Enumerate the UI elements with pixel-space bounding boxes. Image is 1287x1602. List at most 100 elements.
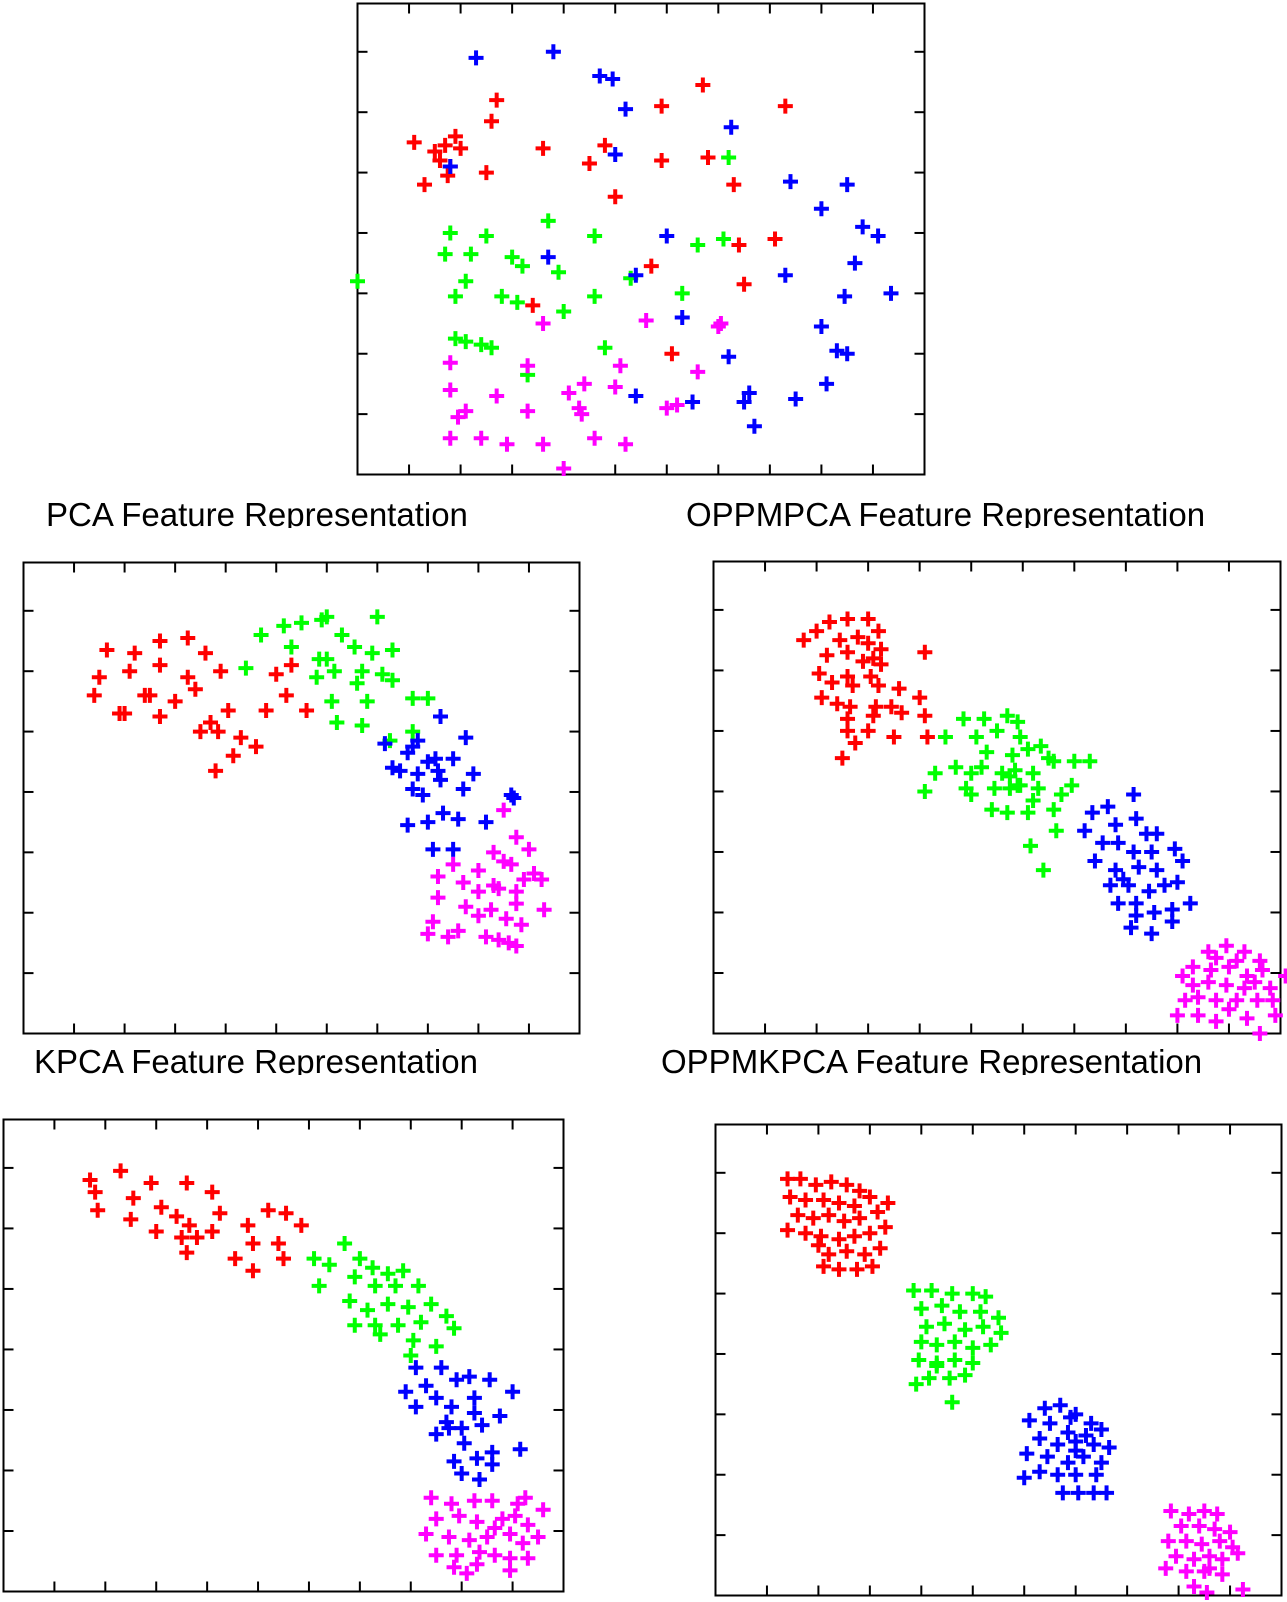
scatter-point-red <box>832 632 848 648</box>
scatter-point-red <box>293 1217 309 1233</box>
scatter-point-green <box>1023 838 1039 854</box>
scatter-point-green <box>947 1334 963 1350</box>
scatter-point-red <box>220 702 236 718</box>
scatter-point-blue <box>1050 1467 1066 1483</box>
scatter-point-green <box>963 786 979 802</box>
scatter-point-magenta <box>513 917 529 933</box>
scatter-point-green <box>911 1352 927 1368</box>
scatter-point-magenta <box>1239 1010 1255 1026</box>
scatter-point-green <box>937 729 953 745</box>
scatter-point-blue <box>1128 908 1144 923</box>
scatter-point-red <box>90 1202 106 1218</box>
scatter-point-green <box>1012 729 1028 745</box>
scatter-point-red <box>840 723 856 739</box>
scatter-point-red <box>810 1237 826 1253</box>
scatter-point-red <box>152 657 168 673</box>
scatter-point-red <box>846 1228 862 1244</box>
scatter-point-green <box>955 711 971 727</box>
scatter-point-red <box>248 739 264 755</box>
scatter-point-blue <box>405 781 421 797</box>
scatter-point-green <box>994 765 1010 781</box>
scatter-point-red <box>824 675 840 691</box>
scatter-point-red <box>726 177 742 193</box>
scatter-point-green <box>556 303 572 319</box>
scatter-point-blue <box>1110 835 1126 851</box>
scatter-point-red <box>796 632 812 648</box>
scatter-point-magenta <box>690 364 706 380</box>
scatter-point-magenta <box>1191 1518 1207 1534</box>
scatter-point-red <box>840 611 856 627</box>
scatter-point-blue <box>398 1384 414 1400</box>
scatter-point-magenta <box>1208 992 1224 1008</box>
scatter-point-magenta <box>508 896 524 912</box>
scatter-point-magenta <box>502 1526 518 1542</box>
scatter-point-magenta <box>425 914 441 930</box>
scatter-point-blue <box>1164 901 1180 917</box>
scatter-point-magenta <box>499 436 515 452</box>
scatter-point-magenta <box>479 1529 495 1545</box>
scatter-point-red <box>278 1205 294 1221</box>
scatter-point-red <box>840 644 856 660</box>
scatter-point-red <box>245 1263 261 1279</box>
scatter-point-green <box>934 1298 950 1314</box>
plot-frame <box>714 1123 1283 1597</box>
scatter-point-blue <box>592 68 608 84</box>
scatter-point-blue <box>474 1417 490 1433</box>
scatter-point-magenta <box>484 1493 500 1509</box>
scatter-point-green <box>347 1269 363 1285</box>
chart-title-oppmpca: OPPMPCA Feature Representation <box>686 498 1206 528</box>
scatter-point-blue <box>1144 926 1160 942</box>
scatter-point-green <box>597 340 613 356</box>
scatter-point-red <box>847 735 863 751</box>
scatter-point-green <box>1004 747 1020 763</box>
scatter-point-red <box>406 134 422 150</box>
scatter-point-magenta <box>507 1508 523 1524</box>
scatter-point-magenta <box>1207 1521 1223 1537</box>
scatter-point-red <box>777 98 793 114</box>
scatter-point-red <box>700 149 716 165</box>
scatter-point-red <box>912 690 928 706</box>
scatter-point-magenta <box>440 929 456 945</box>
scatter-point-blue <box>435 805 451 821</box>
scatter-point-green <box>1020 741 1036 757</box>
scatter-point-blue <box>1099 1485 1115 1501</box>
scatter-point-green <box>390 1317 406 1333</box>
scatter-point-magenta <box>713 316 729 332</box>
scatter-point-magenta <box>1221 959 1237 975</box>
scatter-point-blue <box>427 751 443 767</box>
scatter-point-green <box>991 1310 1006 1326</box>
scatter-point-magenta <box>1218 977 1234 993</box>
scatter-point-green <box>1030 780 1046 796</box>
scatter-point-green <box>721 149 737 165</box>
scatter-point-green <box>438 1308 454 1324</box>
scatter-point-green <box>1046 802 1062 818</box>
scatter-point-blue <box>839 177 855 193</box>
scatter-point-green <box>384 642 400 658</box>
scatter-point-red <box>664 346 680 362</box>
scatter-point-green <box>478 228 494 244</box>
scatter-point-red <box>865 708 881 724</box>
scatter-point-red <box>857 1246 873 1262</box>
scatter-point-red <box>187 681 203 697</box>
scatter-point-red <box>189 1230 205 1245</box>
scatter-point-blue <box>1016 1470 1032 1486</box>
scatter-point-magenta <box>517 1490 533 1506</box>
scatter-point-blue <box>478 814 494 830</box>
scatter-point-red <box>484 113 500 129</box>
scatter-point-blue <box>458 730 474 746</box>
scatter-point-green <box>405 724 421 740</box>
scatter-point-green <box>494 288 510 304</box>
scatter-point-green <box>458 273 474 289</box>
scatter-point-red <box>816 1192 832 1208</box>
scatter-point-green <box>405 690 421 706</box>
scatter-point-magenta <box>1247 974 1263 990</box>
scatter-point-red <box>427 143 443 159</box>
scatter-point-magenta <box>1222 1524 1238 1540</box>
scatter-point-magenta <box>1175 968 1191 984</box>
scatter-point-magenta <box>1229 992 1245 1008</box>
scatter-point-magenta <box>1196 1503 1212 1519</box>
scatter-point-magenta <box>483 902 499 918</box>
scatter-plot-kpca <box>2 1118 565 1593</box>
scatter-point-red <box>780 1222 796 1238</box>
scatter-point-green <box>975 1319 991 1335</box>
